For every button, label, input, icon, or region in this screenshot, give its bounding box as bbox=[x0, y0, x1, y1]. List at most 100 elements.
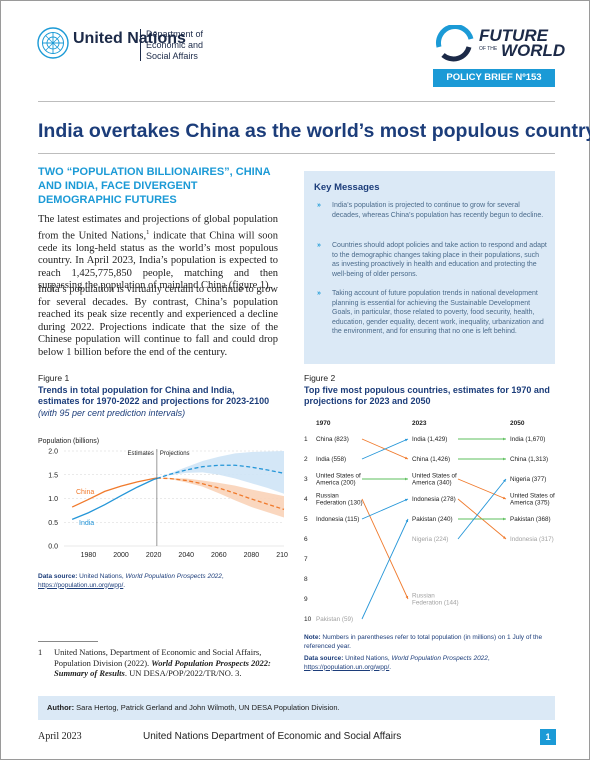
rank-connectors bbox=[361, 437, 507, 620]
chart-gridlines bbox=[64, 450, 284, 547]
key-message-text: India’s population is projected to conti… bbox=[332, 202, 544, 219]
source-end: . bbox=[389, 663, 392, 671]
source-end: . bbox=[123, 581, 126, 589]
y-tick-label: 2.0 bbox=[48, 449, 58, 456]
arrowhead-icon bbox=[404, 456, 408, 460]
key-message-item: » India’s population is projected to con… bbox=[317, 201, 547, 220]
country-label-line: America (200) bbox=[316, 480, 356, 487]
intro-text-b: indicate that China will soon cede its l… bbox=[38, 230, 278, 292]
note-label: Note: bbox=[304, 634, 321, 641]
india-projection-line bbox=[156, 464, 285, 480]
footnote-text-b: . UN DESA/POP/2022/TR/NO. 3. bbox=[124, 668, 242, 678]
country-label: India (1,429) bbox=[412, 436, 447, 443]
source-text: United Nations, bbox=[343, 655, 392, 662]
country-label-line: America (375) bbox=[510, 500, 550, 507]
intro-paragraph: The latest estimates and projections of … bbox=[38, 214, 278, 293]
arrowhead-icon bbox=[405, 477, 408, 481]
source-link[interactable]: https://population.un.org/wpp/ bbox=[304, 663, 390, 671]
country-label: China (1,426) bbox=[412, 456, 450, 463]
arrowhead-icon bbox=[405, 519, 409, 523]
country-label-line: Nigeria (377) bbox=[510, 476, 546, 483]
figure1-title: Trends in total population for China and… bbox=[38, 385, 270, 406]
rank-connector bbox=[361, 498, 409, 520]
country-label-line: Pakistan (240) bbox=[412, 516, 453, 523]
bullet-icon: » bbox=[317, 242, 321, 249]
estimates-annotation: Estimates bbox=[128, 451, 154, 457]
footnote-rule bbox=[38, 641, 98, 642]
department-name: Department of Economic and Social Affair… bbox=[146, 29, 204, 61]
country-label: Russian Federation (130) bbox=[316, 492, 363, 506]
country-label-line: India (558) bbox=[316, 456, 346, 463]
source-text: United Nations, bbox=[77, 573, 126, 580]
arrowhead-icon bbox=[503, 437, 506, 441]
x-tick-label: 2060 bbox=[211, 552, 227, 559]
page-number: 1 bbox=[540, 729, 556, 745]
country-label-line: Federation (130) bbox=[316, 500, 363, 507]
header-rule bbox=[38, 101, 555, 102]
country-label-line: Federation (144) bbox=[412, 600, 459, 607]
un-name: United Nations bbox=[73, 30, 186, 47]
country-label-line: United States of bbox=[510, 492, 555, 499]
x-tick-label: 2000 bbox=[113, 552, 129, 559]
country-label: Pakistan (59) bbox=[316, 616, 353, 623]
footnote-number: 1 bbox=[38, 647, 43, 657]
footnote-ref[interactable]: 1 bbox=[146, 228, 150, 236]
country-label-line: America (340) bbox=[412, 480, 452, 487]
series-name-bottom: WORLD bbox=[501, 41, 566, 60]
series-lines bbox=[71, 464, 285, 521]
key-message-item: » Countries should adopt policies and ta… bbox=[317, 241, 547, 279]
figure2-note: Note: Numbers in parentheses refer to to… bbox=[304, 634, 555, 651]
country-label-line: India (1,670) bbox=[510, 436, 545, 443]
china-prediction-band bbox=[156, 478, 284, 518]
figure2-source: Data source: United Nations, World Popul… bbox=[304, 655, 490, 671]
country-label-line: China (823) bbox=[316, 436, 349, 443]
y-tick-label: 0.0 bbox=[48, 544, 58, 551]
header-divider bbox=[140, 29, 141, 61]
country-label: Nigeria (377) bbox=[510, 476, 546, 483]
column-header: 2023 bbox=[412, 420, 427, 427]
rank-number: 6 bbox=[304, 536, 308, 543]
country-label: Nigeria (224) bbox=[412, 536, 448, 543]
source-label: Data source: bbox=[304, 655, 344, 662]
country-label-line: China (1,313) bbox=[510, 456, 548, 463]
future-of-the-world-logo-icon bbox=[436, 25, 474, 62]
rank-number: 7 bbox=[304, 556, 308, 563]
rank-number: 3 bbox=[304, 476, 308, 483]
country-label: China (1,313) bbox=[510, 456, 548, 463]
arrowhead-icon bbox=[503, 517, 506, 521]
footnote-text: United Nations, Department of Economic a… bbox=[54, 647, 288, 679]
figure2-title: Top five most populous countries, estima… bbox=[304, 385, 550, 406]
figure1-subtitle: (with 95 per cent prediction intervals) bbox=[38, 408, 186, 418]
china-estimate-line bbox=[71, 477, 157, 508]
country-label-line: Indonesia (115) bbox=[316, 516, 359, 523]
x-tick-label: 1980 bbox=[81, 552, 97, 559]
country-label: Russian Federation (144) bbox=[412, 592, 459, 606]
x-tick-label: 2100 bbox=[276, 552, 288, 559]
country-label-line: Russian bbox=[316, 492, 339, 499]
rank-number: 9 bbox=[304, 596, 308, 603]
x-tick-label: 2020 bbox=[146, 552, 162, 559]
rank-connector bbox=[361, 498, 409, 600]
country-label-line: United States of bbox=[316, 472, 361, 479]
country-label: India (1,670) bbox=[510, 436, 545, 443]
country-label: India (558) bbox=[316, 456, 346, 463]
country-label: Pakistan (368) bbox=[510, 516, 551, 523]
source-title: World Population Prospects 2022 bbox=[125, 573, 222, 580]
country-label-line: Russian bbox=[412, 592, 435, 599]
key-message-item: » Taking account of future population tr… bbox=[317, 289, 547, 337]
country-label: Pakistan (240) bbox=[412, 516, 453, 523]
country-label: China (823) bbox=[316, 436, 349, 443]
author-names: Sara Hertog, Patrick Gerland and John Wi… bbox=[74, 703, 340, 712]
rank-number: 8 bbox=[304, 576, 308, 583]
prediction-bands bbox=[156, 451, 284, 518]
footnote: 1 United Nations, Department of Economic… bbox=[38, 647, 288, 679]
policy-brief-badge: POLICY BRIEF Nº153 bbox=[433, 69, 555, 87]
figure1-label: Figure 1 bbox=[38, 373, 70, 383]
source-title: World Population Prospects 2022 bbox=[391, 655, 488, 662]
key-messages-title: Key Messages bbox=[314, 182, 380, 193]
source-link[interactable]: https://population.un.org/wpp/ bbox=[38, 581, 124, 589]
section-subhead: TWO “POPULATION BILLIONAIRES”, CHINA AND… bbox=[38, 166, 271, 206]
rank-connector bbox=[457, 478, 507, 540]
page-title: India overtakes China as the world’s mos… bbox=[38, 120, 590, 142]
